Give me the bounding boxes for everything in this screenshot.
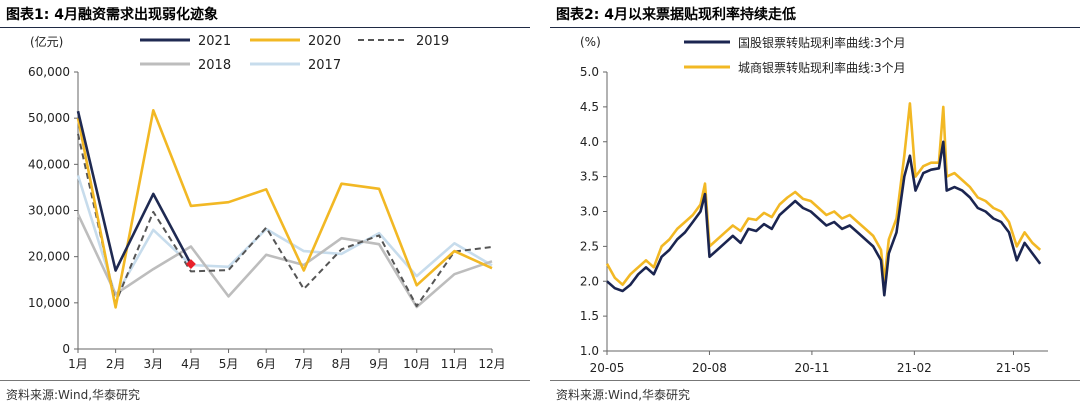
series-line-0: [606, 140, 1042, 297]
chart-panel-financing: 图表1: 4月融资需求出现弱化迹象 (亿元) 0 10,000 20,000 30,00…: [0, 0, 530, 409]
y-tick-label: 50,000: [28, 111, 70, 125]
source-note: 资料来源:Wind,华泰研究: [556, 388, 691, 402]
financing-line-chart: (亿元) 0 10,000 20,000 30,000 40,000 50,000 60,00…: [28, 34, 506, 371]
y-tick-label: 1.5: [580, 309, 599, 323]
footer-rule: [0, 380, 530, 381]
x-tick-label: 12月: [478, 357, 505, 371]
x-tick-label: 8月: [332, 357, 352, 371]
title-rule: [550, 27, 1080, 28]
chart-title: 图表1: 4月融资需求出现弱化迹象: [6, 7, 218, 23]
y-tick-label: 4.0: [580, 135, 599, 149]
chart-panel-discount-rate: 图表2: 4月以来票据贴现利率持续走低 (%) 1.0 1.5 2.0 2.5 3.0 3.…: [550, 0, 1080, 409]
x-tick-label: 5月: [219, 357, 239, 371]
y-tick-label: 4.5: [580, 100, 599, 114]
x-tick-label: 21-05: [996, 361, 1031, 375]
y-unit-label: (亿元): [30, 34, 63, 49]
x-tick-label: 10月: [403, 357, 430, 371]
x-tick-label: 20-11: [794, 361, 829, 375]
x-tick-label: 20-08: [692, 361, 727, 375]
series-line-2020: [76, 109, 493, 309]
y-tick-label: 3.0: [580, 205, 599, 219]
legend-label-1: 城商银票转贴现利率曲线:3个月: [738, 60, 906, 75]
x-tick-label: 4月: [181, 357, 201, 371]
title-rule: [0, 27, 530, 28]
y-tick-label: 2.0: [580, 274, 599, 288]
source-note: 资料来源:Wind,华泰研究: [6, 388, 141, 402]
y-tick-label: 10,000: [28, 296, 70, 310]
highlight-point-marker: [185, 259, 196, 270]
footer-rule: [550, 380, 1080, 381]
y-tick-label: 0: [62, 342, 70, 356]
x-tick-label: 3月: [143, 357, 163, 371]
series-line-2021: [76, 110, 193, 272]
y-tick-label: 5.0: [580, 65, 599, 79]
y-tick-label: 3.5: [580, 170, 599, 184]
y-tick-label: 1.0: [580, 344, 599, 358]
x-tick-label: 11月: [441, 357, 468, 371]
y-unit-label: (%): [580, 35, 601, 49]
series-line-2019: [77, 133, 493, 308]
chart-title: 图表2: 4月以来票据贴现利率持续走低: [556, 7, 796, 23]
y-tick-label: 30,000: [28, 204, 70, 218]
x-tick-label: 2月: [106, 357, 126, 371]
legend-label-2017: 2017: [308, 58, 341, 73]
x-tick-label: 9月: [369, 357, 389, 371]
legend-label-2018: 2018: [198, 58, 231, 73]
legend-label-2021: 2021: [198, 34, 231, 49]
discount-rate-line-chart: (%) 1.0 1.5 2.0 2.5 3.0 3.5 4.0 4.5 5.0 20-05 20-08…: [580, 35, 1048, 375]
x-tick-label: 7月: [294, 357, 314, 371]
y-tick-label: 2.5: [580, 239, 599, 253]
legend-label-2019: 2019: [416, 34, 449, 49]
x-tick-label: 6月: [256, 357, 276, 371]
x-tick-label: 20-05: [590, 361, 625, 375]
legend-label-2020: 2020: [308, 34, 341, 49]
x-tick-label: 21-02: [897, 361, 932, 375]
y-tick-label: 40,000: [28, 157, 70, 171]
legend-label-0: 国股银票转贴现利率曲线:3个月: [738, 35, 906, 50]
x-tick-label: 1月: [68, 357, 88, 371]
series-line-1: [605, 102, 1042, 286]
y-tick-label: 60,000: [28, 65, 70, 79]
series-line-2017: [76, 175, 493, 298]
y-tick-label: 20,000: [28, 250, 70, 264]
